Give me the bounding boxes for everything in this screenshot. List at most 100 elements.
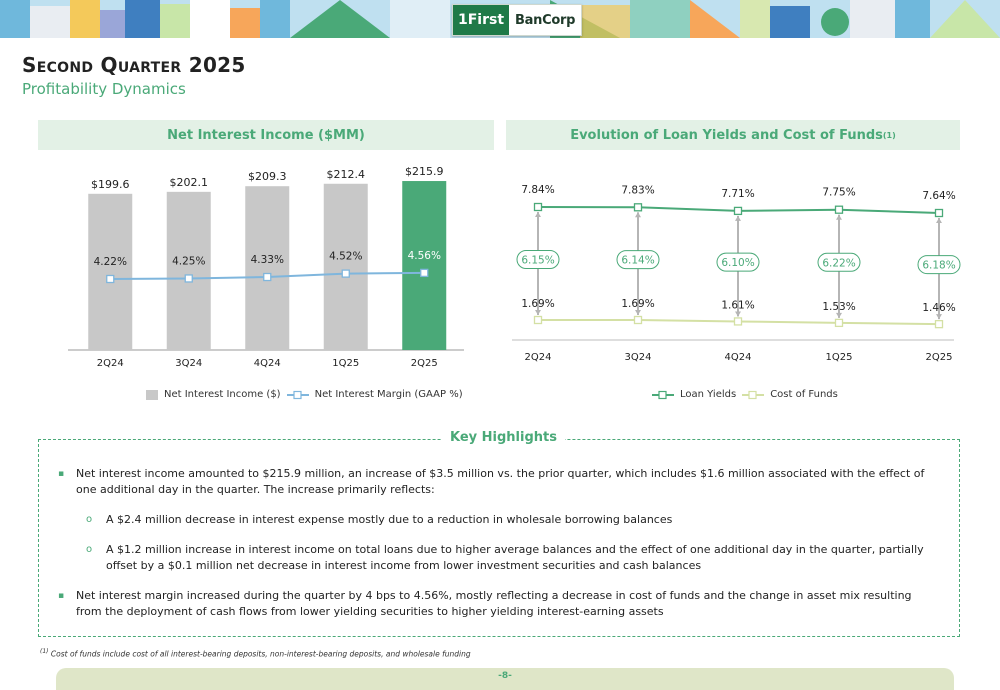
highlight-bullet: Net interest income amounted to $215.9 m… <box>58 466 938 498</box>
page-footer: -8- <box>56 668 954 690</box>
nim-marker <box>263 272 272 282</box>
nii-bar <box>402 181 447 350</box>
cost-of-funds-value-label: 1.61% <box>721 299 754 311</box>
logo-mark: 1First <box>453 5 510 35</box>
nim-legend-swatch <box>286 390 309 399</box>
nim-value-label: 4.22% <box>94 256 127 268</box>
footnote: (1) Cost of funds include cost of all in… <box>40 648 471 659</box>
loan-yields-marker <box>533 202 543 212</box>
decorative-banner: 1First BanCorp <box>0 0 1000 38</box>
spread-bubble <box>917 255 961 275</box>
nii-bar <box>166 191 211 350</box>
spread-bubble <box>817 252 861 272</box>
spread-bubble <box>716 252 760 272</box>
cost-of-funds-marker <box>533 315 543 325</box>
x-tick-label: 2Q24 <box>97 358 124 369</box>
nii-heading-text: Net Interest Income ($MM) <box>167 127 365 143</box>
spread-arrow-down <box>635 310 641 315</box>
yields-heading-footnote-mark: (1) <box>882 130 896 140</box>
nii-bar <box>323 183 368 350</box>
loan-yields-marker <box>834 205 844 214</box>
page-number: -8- <box>498 671 512 681</box>
spread-arrow-down <box>836 312 842 318</box>
nii-legend-label: Net Interest Income ($) <box>164 389 281 400</box>
nii-legend: Net Interest Income ($) Net Interest Mar… <box>146 389 463 400</box>
page-subtitle: Profitability Dynamics <box>22 80 186 98</box>
spread-arrow-up <box>836 214 842 220</box>
cost-of-funds-marker <box>633 315 643 325</box>
spread-arrow-up <box>535 212 541 217</box>
nii-panel-heading: Net Interest Income ($MM) <box>38 120 494 150</box>
x-tick-label: 2Q25 <box>411 358 438 369</box>
loan-yields-legend-label: Loan Yields <box>680 389 737 400</box>
nii-bar-value-label: $212.4 <box>327 168 366 181</box>
x-tick-label: 1Q25 <box>332 358 359 369</box>
nii-legend-swatch <box>146 389 158 400</box>
cost-of-funds-value-label: 1.69% <box>521 298 554 310</box>
nim-value-label: 4.25% <box>172 255 205 267</box>
x-tick-label: 2Q24 <box>525 352 552 363</box>
key-highlights-title: Key Highlights <box>442 430 565 445</box>
nii-bar <box>245 186 290 350</box>
cost-of-funds-legend-label: Cost of Funds <box>770 389 838 400</box>
loan-yields-marker <box>934 208 944 218</box>
x-tick-label: 4Q24 <box>254 358 281 369</box>
spread-arrow-down <box>535 310 541 315</box>
spread-bubble <box>616 250 660 270</box>
spread-arrow-up <box>936 218 942 223</box>
nii-bar-value-label: $202.1 <box>170 176 209 189</box>
highlight-sub-bullet: A $2.4 million decrease in interest expe… <box>58 512 938 528</box>
cost-of-funds-value-label: 1.69% <box>621 298 654 310</box>
nim-legend-label: Net Interest Margin (GAAP %) <box>314 389 463 400</box>
nii-bar-value-label: $209.3 <box>248 170 287 183</box>
yields-panel-heading: Evolution of Loan Yields and Cost of Fun… <box>506 120 960 150</box>
nim-value-label: 4.52% <box>329 251 362 263</box>
cost-of-funds-marker <box>934 319 944 329</box>
yields-heading-text: Evolution of Loan Yields and Cost of Fun… <box>570 127 883 143</box>
loan-yields-legend-swatch <box>652 390 674 399</box>
footnote-text: Cost of funds include cost of all intere… <box>50 649 471 659</box>
spread-value-label: 6.22% <box>822 257 855 269</box>
nim-marker <box>420 268 429 278</box>
spread-arrow-down <box>735 311 741 317</box>
loan-yields-marker <box>633 203 643 212</box>
spread-value-label: 6.14% <box>621 255 654 267</box>
nim-value-label: 4.33% <box>251 254 284 266</box>
spread-arrow-down <box>936 314 942 320</box>
cost-of-funds-legend-swatch <box>742 390 765 399</box>
nii-bar <box>88 193 133 350</box>
loan-yields-marker <box>733 206 743 216</box>
spread-bubble <box>516 250 560 269</box>
highlight-sub-bullet: A $1.2 million increase in interest inco… <box>58 542 938 574</box>
nii-bar-value-label: $199.6 <box>91 178 130 191</box>
cost-of-funds-marker <box>733 317 743 326</box>
nim-marker <box>106 274 115 284</box>
loan-yields-value-label: 7.84% <box>521 184 554 196</box>
page-title: Second Quarter 2025 <box>22 53 246 77</box>
spread-arrow-up <box>735 215 741 221</box>
spread-value-label: 6.18% <box>922 260 955 272</box>
loan-yields-chart: 6.15% 2Q24 6.14% 3Q24 6.10% 4Q24 6.22% 1Q25 6.18… <box>512 184 961 363</box>
spread-arrow-up <box>635 212 641 218</box>
footnote-mark: (1) <box>40 648 49 655</box>
cost-of-funds-marker <box>834 318 844 328</box>
yields-legend: Loan Yields Cost of Funds <box>652 389 838 400</box>
loan-yields-value-label: 7.83% <box>621 184 654 196</box>
key-highlights-list: Net interest income amounted to $215.9 m… <box>58 466 938 634</box>
x-tick-label: 2Q25 <box>926 352 953 363</box>
nim-marker <box>184 274 193 283</box>
spread-value-label: 6.10% <box>721 257 754 269</box>
highlight-bullet: Net interest margin increased during the… <box>58 588 938 620</box>
cost-of-funds-value-label: 1.53% <box>822 301 855 313</box>
x-tick-label: 3Q24 <box>625 352 652 363</box>
first-bancorp-logo: 1First BanCorp <box>452 4 583 36</box>
spread-value-label: 6.15% <box>521 255 554 267</box>
nim-marker <box>341 269 350 278</box>
loan-yields-value-label: 7.64% <box>922 190 955 202</box>
x-tick-label: 3Q24 <box>175 358 202 369</box>
x-tick-label: 1Q25 <box>826 352 853 363</box>
logo-text: BanCorp <box>515 12 576 28</box>
net-interest-income-chart: $199.6 2Q24 $202.1 3Q24 $209.3 4Q24 $212.4 1Q25… <box>68 165 464 369</box>
nim-value-label: 4.56% <box>408 250 441 262</box>
loan-yields-value-label: 7.75% <box>822 187 855 199</box>
